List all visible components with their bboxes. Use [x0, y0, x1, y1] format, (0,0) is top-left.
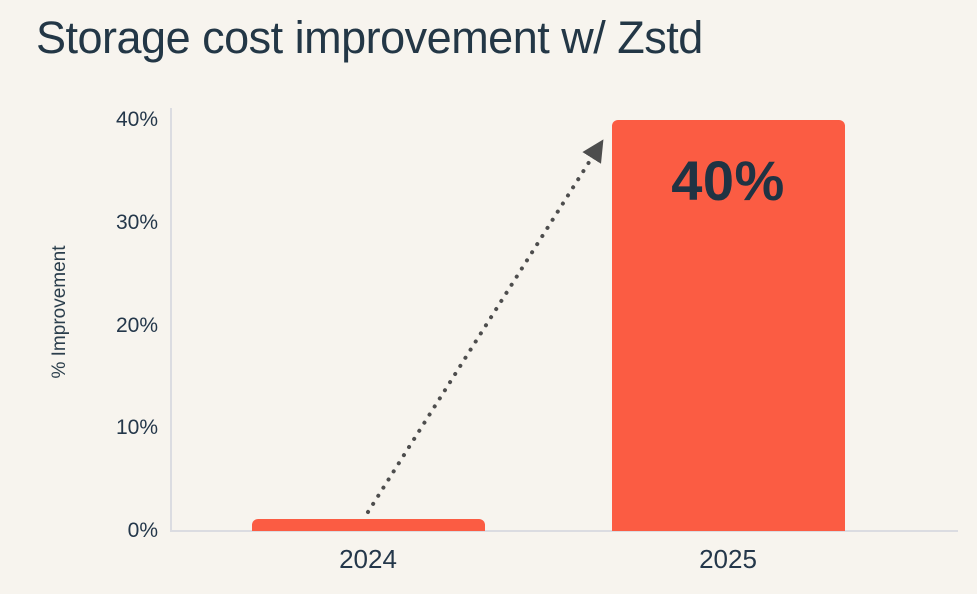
bar-2025: 40%: [611, 120, 845, 531]
y-tick-label: 0%: [127, 519, 158, 542]
y-tick-label: 40%: [115, 108, 158, 131]
y-tick-label: 20%: [115, 313, 158, 337]
chart-title: Storage cost improvement w/ Zstd: [36, 12, 703, 63]
bar-value-label: 40%: [671, 149, 785, 212]
bar-2024: [251, 519, 485, 531]
y-axis-line: [170, 108, 172, 532]
y-tick-label: 10%: [115, 416, 158, 440]
y-tick-label: 30%: [115, 210, 158, 234]
x-axis-line: [170, 530, 958, 532]
x-tick-label-2025: 2025: [699, 544, 757, 574]
trend-arrow-line: [366, 139, 604, 514]
x-tick-label-2024: 2024: [339, 544, 397, 574]
y-axis-title-text: % Improvement: [49, 245, 70, 379]
